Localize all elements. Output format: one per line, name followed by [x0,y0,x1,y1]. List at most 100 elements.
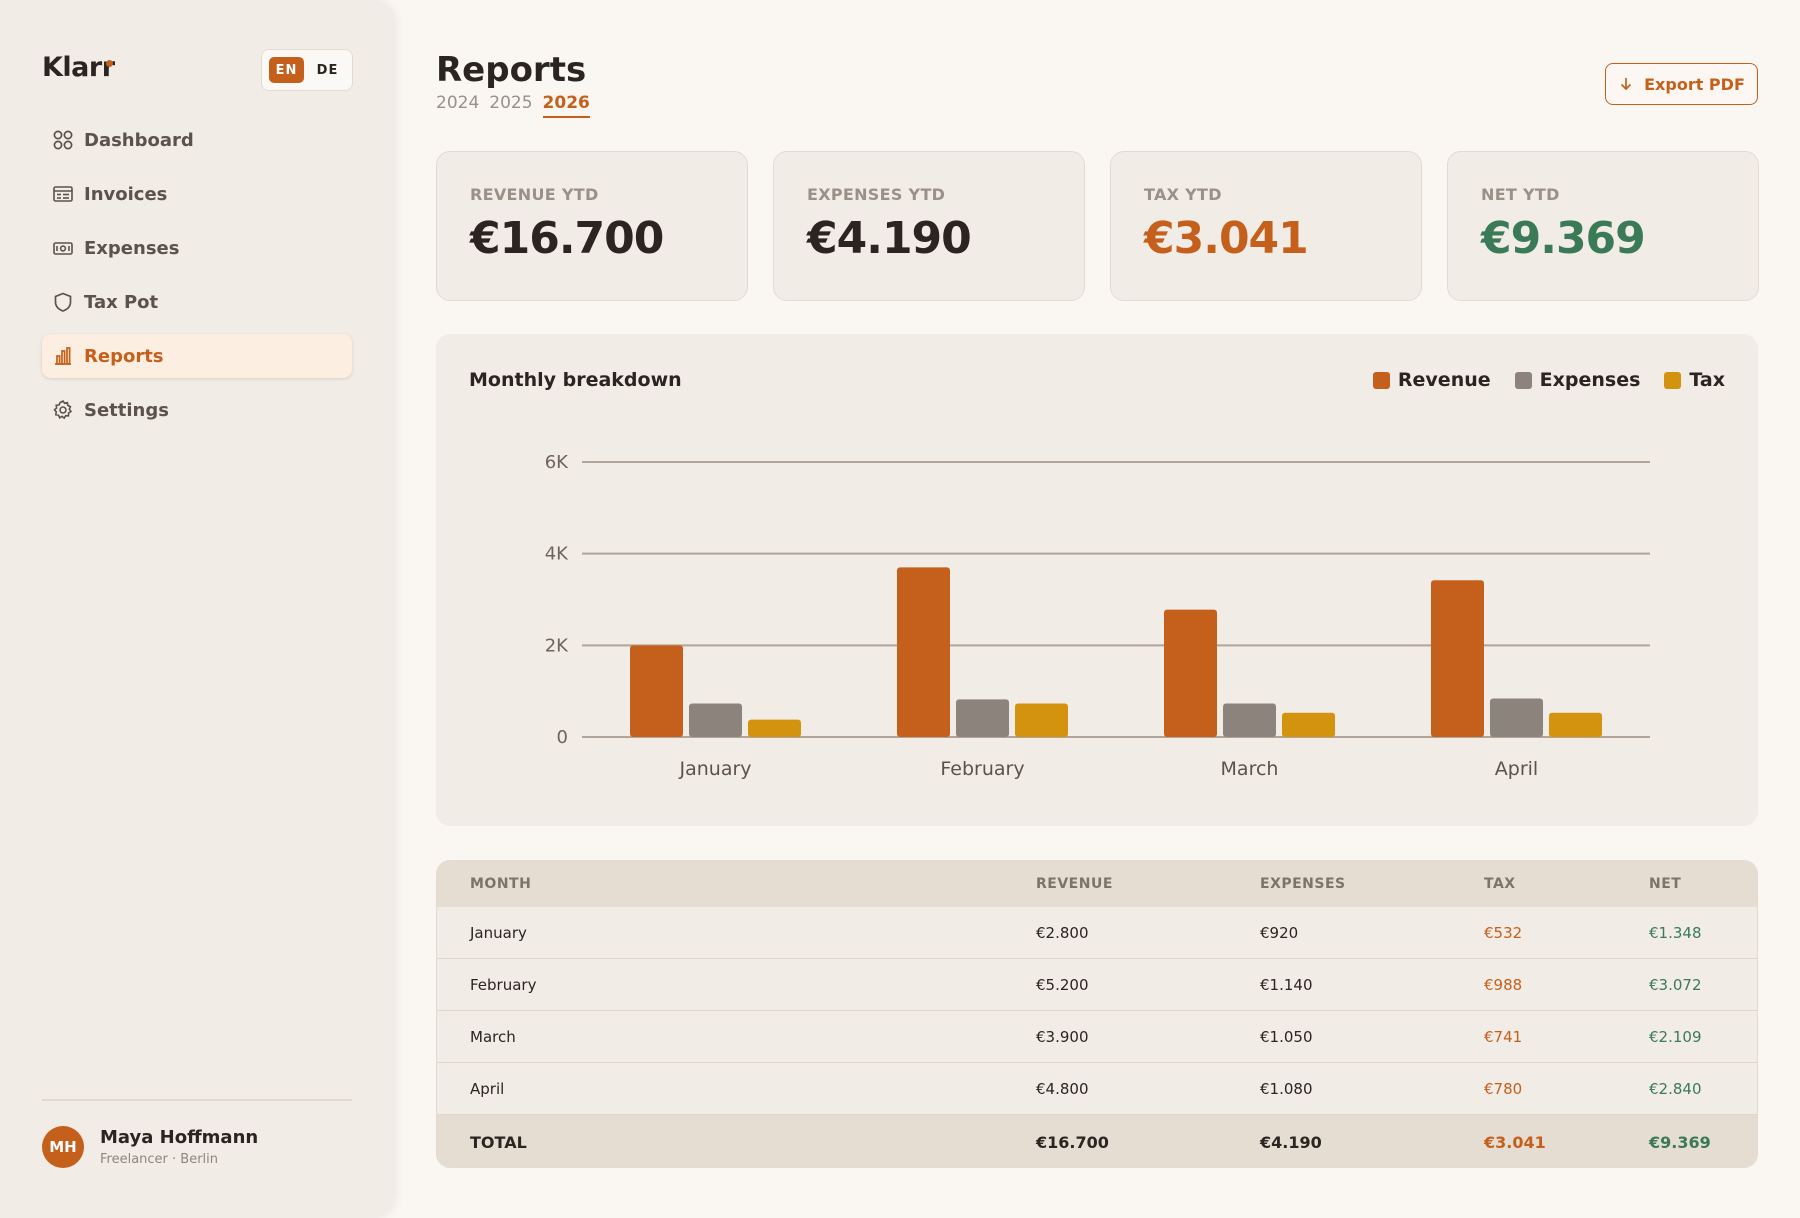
y-tick-label: 2K [545,635,569,656]
kpi-expenses-card: EXPENSES YTD €4.190 [773,151,1085,301]
cell-revenue: €3.900 [1036,1027,1089,1046]
column-header-tax: TAX [1484,876,1516,892]
brand-logo: Klarr [42,52,115,83]
cell-month: January [470,923,527,942]
column-header-expenses: EXPENSES [1260,876,1346,892]
cell-month: April [470,1079,505,1098]
legend-swatch [1372,371,1390,389]
banknote-icon [53,242,73,255]
bar-tax-march [1282,712,1335,737]
sidebar-item-label: Expenses [84,237,180,259]
chart-legend: Revenue Expenses Tax [1372,369,1725,391]
x-tick-label: January [678,758,751,780]
table-row: February €5.200 €1.140 €988 €3.072 [437,959,1757,1011]
cell-expenses: €1.140 [1260,975,1313,994]
kpi-revenue-card: REVENUE YTD €16.700 [436,151,748,301]
cell-tax: €780 [1484,1079,1523,1098]
shield-icon [54,292,72,312]
y-tick-label: 4K [545,544,569,565]
chart-title: Monthly breakdown [469,369,682,391]
page-title: Reports [436,50,587,90]
legend-swatch [1664,371,1682,389]
bar-revenue-february [897,567,950,737]
grid-icon [53,130,73,150]
x-tick-label: March [1221,758,1279,780]
download-icon [1621,78,1632,91]
legend-label: Revenue [1397,369,1491,391]
bar-expenses-march [1223,703,1276,737]
user-subtitle: Freelancer · Berlin [100,1152,219,1167]
brand-dot-icon [106,60,113,67]
sidebar-item-label: Reports [84,345,164,367]
cell-revenue: €5.200 [1036,975,1089,994]
sidebar-item-tax-pot[interactable]: Tax Pot [42,280,352,324]
column-header-month: MONTH [470,876,532,892]
bar-revenue-january [630,645,683,737]
cell-revenue: €2.800 [1036,923,1089,942]
export-pdf-button[interactable]: Export PDF [1605,63,1758,105]
bar-expenses-april [1490,698,1543,737]
kpi-value: €9.369 [1481,213,1646,264]
bar-chart-icon [55,347,71,365]
kpi-label: NET YTD [1481,185,1560,204]
kpi-label: REVENUE YTD [470,185,599,204]
bar-tax-april [1549,712,1602,737]
y-tick-label: 0 [557,727,568,748]
cell-net: €2.109 [1649,1027,1702,1046]
x-tick-label: February [940,758,1024,780]
kpi-net-card: NET YTD €9.369 [1447,151,1759,301]
table-row: March €3.900 €1.050 €741 €2.109 [437,1011,1757,1063]
monthly-breakdown-card: 0 2K 4K 6K January February March April Monthly… [436,334,1758,826]
sidebar-item-reports[interactable]: Reports [42,334,352,378]
cell-tax: €988 [1484,975,1523,994]
tab-year-2026[interactable]: 2026 [542,93,590,118]
cell-tax: €741 [1484,1027,1523,1046]
cell-expenses: €920 [1260,923,1299,942]
cell-expenses: €1.050 [1260,1027,1313,1046]
sidebar-item-label: Settings [84,399,169,421]
monthly-table: MONTH REVENUE EXPENSES TAX NET January €… [436,860,1758,1168]
cell-net: €9.369 [1649,1132,1711,1152]
user-name: Maya Hoffmann [100,1127,259,1148]
tab-year-2025[interactable]: 2025 [489,93,533,113]
cell-expenses: €4.190 [1260,1132,1322,1152]
legend-item-expenses: Expenses [1514,369,1641,391]
monthly-breakdown-chart: 0 2K 4K 6K January February March April [545,452,1650,780]
sidebar-divider [42,1099,352,1101]
bar-revenue-march [1164,609,1217,737]
table-row: January €2.800 €920 €532 €1.348 [437,907,1757,959]
column-header-revenue: REVENUE [1036,876,1113,892]
sidebar-item-expenses[interactable]: Expenses [42,226,352,270]
bar-expenses-february [956,699,1009,737]
sidebar-item-label: Dashboard [84,129,194,151]
bar-tax-january [748,719,801,737]
x-tick-label: April [1495,758,1538,780]
table-header-row: MONTH REVENUE EXPENSES TAX NET [437,861,1757,907]
sidebar-item-label: Tax Pot [84,291,159,313]
cell-month: TOTAL [470,1132,527,1152]
bar-revenue-april [1431,580,1484,737]
cell-revenue: €16.700 [1036,1132,1109,1152]
lang-de-button[interactable]: DE [316,62,339,78]
gear-icon [53,399,73,420]
column-header-net: NET [1649,876,1682,892]
table-total-row: TOTAL €16.700 €4.190 €3.041 €9.369 [437,1115,1757,1167]
kpi-label: EXPENSES YTD [807,185,946,204]
cell-month: February [470,975,537,994]
avatar[interactable]: MH [42,1126,84,1168]
kpi-cards: REVENUE YTD €16.700 EXPENSES YTD €4.190 … [436,151,1759,301]
legend-label: Expenses [1539,369,1641,391]
cell-tax: €3.041 [1484,1132,1546,1152]
tab-year-2024[interactable]: 2024 [436,93,480,113]
invoice-icon [53,186,73,202]
cell-net: €1.348 [1649,923,1702,942]
lang-en-button[interactable]: EN [269,57,304,83]
kpi-label: TAX YTD [1144,185,1222,204]
sidebar-item-settings[interactable]: Settings [42,388,352,432]
language-switcher: EN DE [261,49,353,91]
sidebar-item-dashboard[interactable]: Dashboard [42,118,352,162]
export-pdf-label: Export PDF [1644,74,1745,94]
y-tick-label: 6K [545,452,569,473]
cell-expenses: €1.080 [1260,1079,1313,1098]
sidebar-item-invoices[interactable]: Invoices [42,172,352,216]
